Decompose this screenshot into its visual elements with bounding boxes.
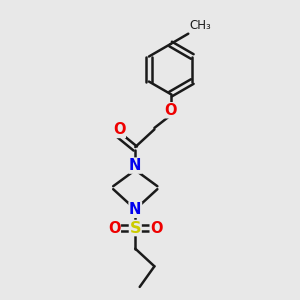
Text: O: O [113, 122, 125, 137]
Text: CH₃: CH₃ [190, 19, 212, 32]
Text: N: N [129, 202, 142, 217]
Text: O: O [164, 103, 177, 118]
Text: S: S [130, 220, 141, 236]
Text: O: O [108, 220, 120, 236]
Text: O: O [150, 220, 163, 236]
Text: N: N [129, 158, 142, 173]
